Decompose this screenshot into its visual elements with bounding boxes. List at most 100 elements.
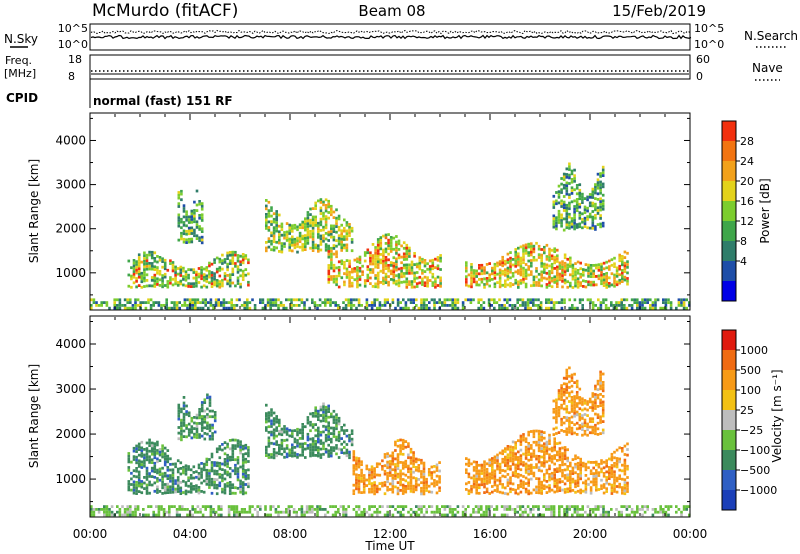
velocity-cell — [195, 470, 198, 474]
velocity-cell — [337, 510, 340, 514]
velocity-cell — [563, 468, 567, 472]
power-cell — [480, 306, 483, 310]
velocity-cell — [562, 430, 566, 433]
power-cell — [358, 255, 362, 259]
velocity-cell — [158, 448, 162, 451]
power-cell — [163, 272, 167, 276]
velocity-cell — [166, 477, 170, 480]
velocity-cell — [344, 508, 348, 511]
velocity-cell — [301, 437, 304, 440]
power-cell — [192, 282, 196, 286]
velocity-cell — [613, 470, 616, 474]
velocity-cell — [296, 455, 299, 459]
velocity-cell — [309, 443, 312, 447]
velocity-cell — [185, 424, 188, 427]
velocity-cell — [332, 421, 336, 424]
power-cell — [382, 282, 385, 286]
velocity-cell — [570, 379, 574, 382]
power-cell — [412, 301, 415, 304]
velocity-cell — [203, 418, 207, 421]
velocity-cell — [314, 414, 317, 418]
velocity-cell — [555, 406, 558, 410]
power-cell — [578, 183, 582, 187]
power-cell — [509, 284, 512, 288]
power-cell — [563, 256, 567, 260]
velocity-cell — [176, 467, 180, 471]
power-cell — [236, 265, 240, 269]
velocity-cell — [259, 508, 262, 511]
power-cell — [358, 283, 362, 287]
power-cell — [382, 234, 385, 238]
power-cell — [418, 264, 422, 268]
velocity-cell — [527, 444, 530, 448]
velocity-cell — [163, 463, 167, 467]
power-cell — [317, 233, 320, 236]
power-cell — [418, 267, 422, 271]
velocity-cell — [319, 414, 323, 417]
velocity-cell — [161, 455, 164, 459]
velocity-cell — [140, 480, 144, 483]
velocity-cell — [291, 449, 294, 452]
velocity-cell — [208, 415, 212, 419]
power-cell — [571, 277, 575, 281]
velocity-cell — [215, 472, 219, 476]
velocity-cell — [196, 505, 200, 508]
velocity-cell — [599, 415, 602, 419]
power-cell — [330, 264, 333, 267]
power-cell — [384, 272, 388, 276]
velocity-cell — [311, 426, 315, 429]
power-cell — [504, 259, 507, 263]
velocity-cell — [185, 427, 188, 430]
power-cell — [379, 261, 383, 265]
velocity-cell — [514, 441, 517, 444]
velocity-cell — [100, 508, 103, 511]
power-cell — [201, 301, 205, 304]
velocity-cell — [579, 474, 582, 478]
power-cell — [600, 262, 603, 266]
velocity-cell — [396, 464, 400, 468]
velocity-cell — [591, 403, 595, 407]
velocity-cell — [566, 456, 569, 460]
velocity-cell — [357, 513, 361, 517]
power-cell — [415, 265, 419, 269]
velocity-cell — [187, 422, 191, 426]
velocity-cell — [309, 437, 312, 441]
velocity-cell — [504, 475, 507, 479]
velocity-cell — [478, 472, 481, 476]
velocity-cell — [186, 513, 189, 517]
velocity-cell — [530, 452, 533, 456]
velocity-cell — [608, 457, 611, 461]
velocity-cell — [545, 508, 548, 511]
power-cell — [247, 283, 250, 287]
velocity-cell — [401, 461, 405, 465]
velocity-cell — [360, 460, 363, 464]
velocity-cell — [280, 441, 284, 445]
velocity-cell — [355, 487, 358, 491]
power-cell — [436, 275, 440, 279]
power-cell — [179, 274, 183, 277]
velocity-cell — [388, 482, 392, 486]
velocity-cell — [620, 505, 623, 508]
velocity-cell — [422, 486, 426, 490]
velocity-cell — [383, 483, 387, 487]
velocity-cell — [195, 436, 199, 439]
power-cell — [267, 240, 271, 243]
power-cell — [236, 268, 240, 271]
power-cell — [161, 274, 164, 277]
power-cell — [175, 301, 179, 304]
power-cell — [570, 178, 574, 181]
velocity-cell — [396, 472, 400, 476]
velocity-cell — [309, 420, 312, 424]
power-cell — [503, 306, 506, 310]
velocity-cell — [414, 466, 418, 469]
velocity-cell — [620, 513, 623, 517]
velocity-cell — [563, 446, 567, 449]
power-cell — [190, 218, 194, 221]
velocity-cell — [537, 513, 540, 517]
power-cell — [649, 298, 652, 302]
velocity-cell — [407, 445, 410, 448]
velocity-cell — [334, 513, 337, 517]
velocity-cell — [467, 481, 471, 484]
velocity-cell — [583, 429, 587, 433]
velocity-cell — [461, 513, 465, 517]
